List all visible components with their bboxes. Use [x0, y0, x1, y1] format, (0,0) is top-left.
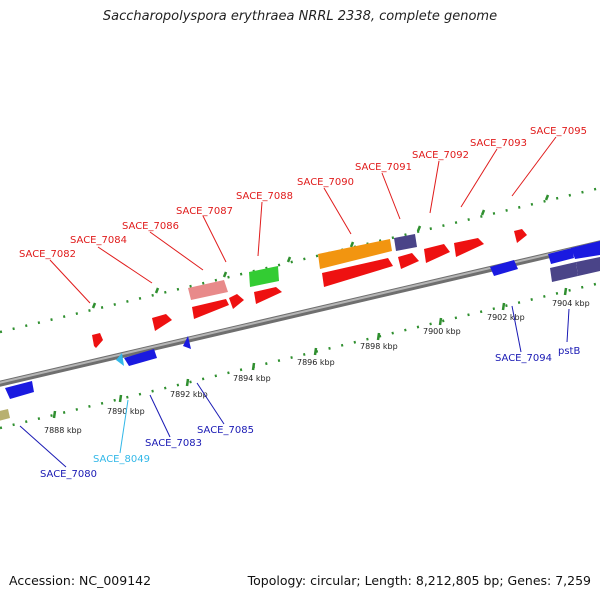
forward-tick-track	[0, 186, 600, 334]
gene-arrow[interactable]	[322, 258, 393, 287]
scale-label: 7904 kbp	[552, 299, 590, 308]
gene-arrow[interactable]	[0, 409, 10, 422]
gene-label[interactable]: SACE_7080	[40, 469, 97, 480]
gene-arrow[interactable]	[318, 239, 392, 269]
gene-arrow[interactable]	[571, 241, 600, 259]
scale-label: 7900 kbp	[423, 327, 461, 336]
label-leaders	[19, 136, 570, 468]
reverse-genes	[0, 241, 600, 422]
scale-label: 7902 kbp	[487, 313, 525, 322]
gene-label[interactable]: SACE_7095	[530, 126, 587, 137]
accession-text: Accession: NC_009142	[9, 573, 152, 588]
gene-label[interactable]: pstB	[558, 346, 580, 357]
gene-arrow[interactable]	[576, 257, 600, 276]
map-title: Saccharopolyspora erythraea NRRL 2338, c…	[102, 9, 498, 24]
gene-label[interactable]: SACE_7087	[176, 206, 233, 217]
gene-label[interactable]: SACE_7094	[495, 353, 552, 364]
gene-label[interactable]: SACE_7086	[122, 221, 179, 232]
gene-arrow[interactable]	[490, 260, 518, 276]
reverse-gene-labels: SACE_7080 SACE_8049 SACE_7083 SACE_7085 …	[40, 346, 580, 480]
gene-label[interactable]: SACE_7091	[355, 162, 412, 173]
gene-label[interactable]: SACE_7082	[19, 249, 76, 260]
gene-arrow[interactable]	[116, 353, 124, 366]
gene-arrow[interactable]	[192, 299, 229, 319]
gene-label[interactable]: SACE_8049	[93, 454, 150, 465]
gene-arrow[interactable]	[92, 333, 103, 348]
scale-label: 7888 kbp	[44, 426, 82, 435]
gene-arrow[interactable]	[188, 280, 228, 300]
gene-arrow[interactable]	[229, 294, 244, 309]
scale-label: 7896 kbp	[297, 358, 335, 367]
gene-arrow[interactable]	[254, 287, 282, 304]
gene-arrow[interactable]	[424, 244, 450, 263]
gene-label[interactable]: SACE_7092	[412, 150, 469, 161]
gene-arrow[interactable]	[5, 381, 34, 399]
gene-arrow[interactable]	[454, 238, 484, 257]
gene-arrow[interactable]	[548, 248, 574, 264]
gene-label[interactable]: SACE_7084	[70, 235, 127, 246]
gene-label[interactable]: SACE_7083	[145, 438, 202, 449]
forward-genes	[92, 229, 527, 348]
genome-summary-text: Topology: circular; Length: 8,212,805 bp…	[247, 573, 591, 588]
scale-label: 7898 kbp	[360, 342, 398, 351]
reverse-tick-track	[0, 281, 600, 430]
gene-arrow[interactable]	[398, 253, 419, 269]
scale-label: 7892 kbp	[170, 390, 208, 399]
gene-label[interactable]: SACE_7085	[197, 425, 254, 436]
gene-label[interactable]: SACE_7088	[236, 191, 293, 202]
gene-arrow[interactable]	[152, 314, 172, 331]
gene-arrow[interactable]	[249, 266, 279, 287]
gene-arrow[interactable]	[394, 234, 417, 251]
gene-arrow[interactable]	[514, 229, 527, 243]
gene-label[interactable]: SACE_7090	[297, 177, 354, 188]
gene-arrow[interactable]	[550, 262, 578, 282]
gene-arrow[interactable]	[124, 349, 157, 366]
gene-arrow[interactable]	[183, 336, 191, 349]
scale-label: 7894 kbp	[233, 374, 271, 383]
forward-gene-labels: SACE_7082 SACE_7084 SACE_7086 SACE_7087 …	[19, 126, 587, 260]
gene-label[interactable]: SACE_7093	[470, 138, 527, 149]
